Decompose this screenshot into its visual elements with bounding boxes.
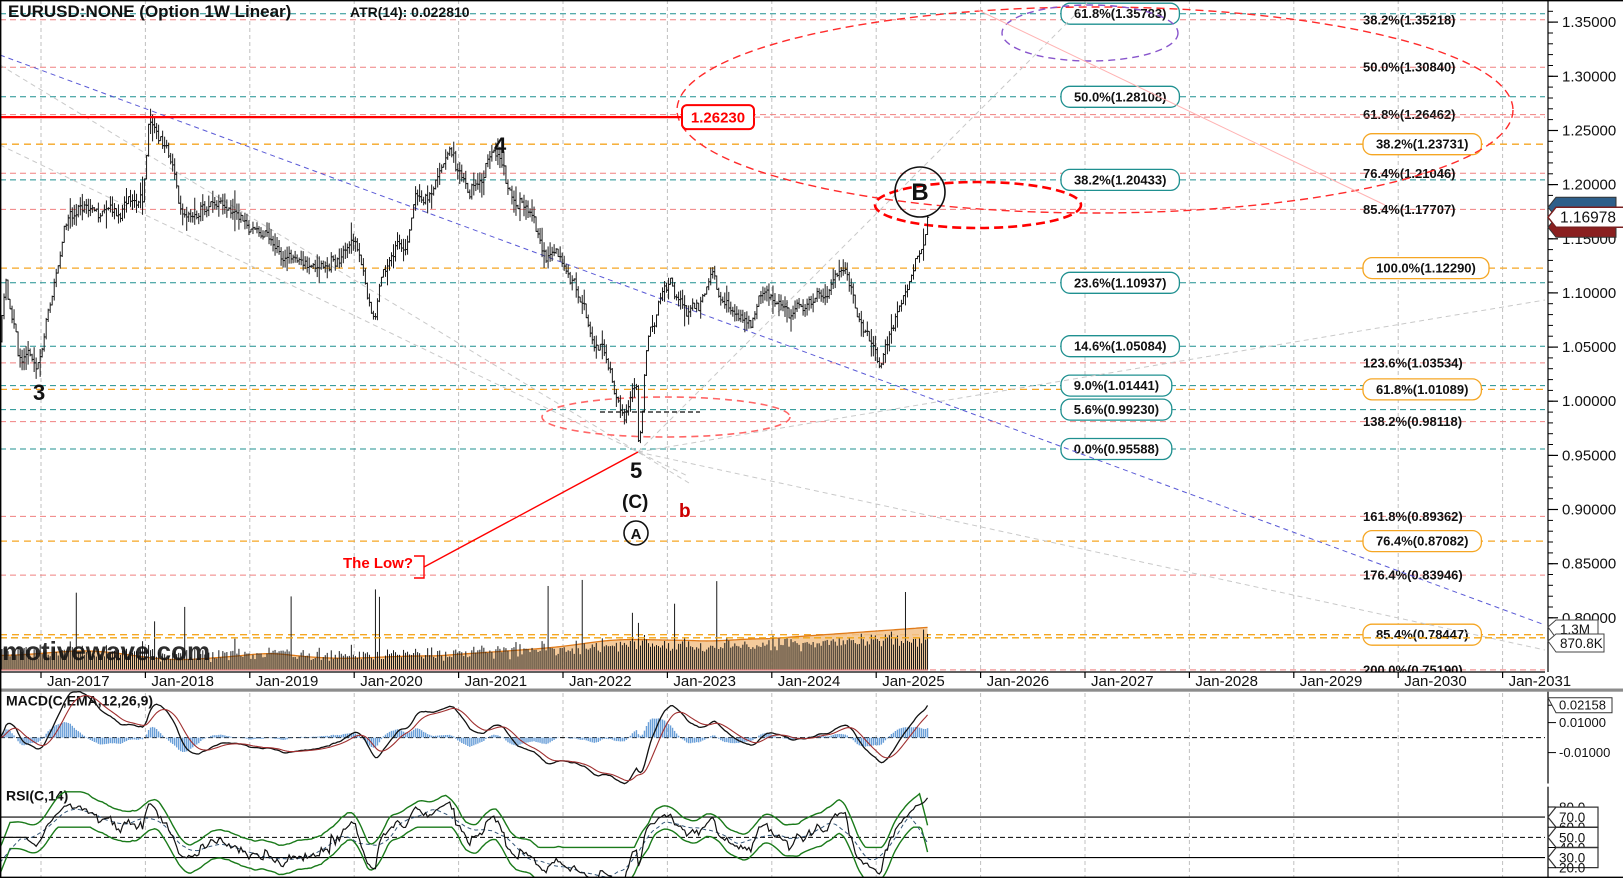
svg-text:38.2%(1.35218): 38.2%(1.35218) (1363, 12, 1456, 27)
svg-text:61.8%(1.26462): 61.8%(1.26462) (1363, 107, 1456, 122)
svg-text:123.6%(1.03534): 123.6%(1.03534) (1363, 355, 1463, 370)
svg-text:9.0%(1.01441): 9.0%(1.01441) (1074, 378, 1159, 393)
svg-text:Jan-2022: Jan-2022 (569, 673, 632, 690)
svg-text:85.4%(1.17707): 85.4%(1.17707) (1363, 202, 1456, 217)
svg-text:Jan-2017: Jan-2017 (47, 673, 110, 690)
svg-text:motivewave.com: motivewave.com (2, 636, 210, 666)
svg-text:Jan-2024: Jan-2024 (778, 673, 841, 690)
svg-text:EURUSD:NONE (Option 1W Linear): EURUSD:NONE (Option 1W Linear) (8, 2, 291, 21)
svg-text:The Low?: The Low? (343, 555, 413, 572)
svg-text:38.2%(1.20433): 38.2%(1.20433) (1074, 172, 1167, 187)
svg-text:0.90000: 0.90000 (1562, 502, 1616, 519)
svg-text:1.05000: 1.05000 (1562, 339, 1616, 356)
svg-text:Jan-2026: Jan-2026 (987, 673, 1050, 690)
svg-text:(C): (C) (622, 492, 648, 513)
svg-text:-0.01000: -0.01000 (1559, 745, 1610, 760)
svg-text:Jan-2020: Jan-2020 (360, 673, 423, 690)
svg-text:Jan-2019: Jan-2019 (256, 673, 319, 690)
svg-text:0.02158: 0.02158 (1559, 698, 1606, 713)
svg-text:85.4%(0.78447): 85.4%(0.78447) (1376, 627, 1469, 642)
svg-text:0.85000: 0.85000 (1562, 556, 1616, 573)
svg-text:B: B (911, 179, 928, 206)
svg-text:20.0: 20.0 (1559, 861, 1585, 876)
svg-text:23.6%(1.10937): 23.6%(1.10937) (1074, 275, 1167, 290)
svg-text:0.0%(0.95588): 0.0%(0.95588) (1074, 442, 1159, 457)
svg-text:176.4%(0.83946): 176.4%(0.83946) (1363, 568, 1463, 583)
svg-text:1.26230: 1.26230 (691, 110, 745, 127)
svg-text:5.6%(0.99230): 5.6%(0.99230) (1074, 402, 1159, 417)
svg-text:5: 5 (630, 458, 642, 483)
svg-text:38.2%(1.23731): 38.2%(1.23731) (1376, 137, 1469, 152)
svg-text:50.0%(1.30840): 50.0%(1.30840) (1363, 60, 1456, 75)
svg-text:1.00000: 1.00000 (1562, 393, 1616, 410)
svg-text:ATR(14): 0.022810: ATR(14): 0.022810 (350, 4, 470, 20)
svg-text:A: A (631, 526, 642, 543)
svg-text:3: 3 (33, 380, 45, 405)
svg-text:870.8K: 870.8K (1560, 636, 1603, 651)
svg-text:MACD(C,EMA,12,26,9): MACD(C,EMA,12,26,9) (6, 693, 153, 709)
svg-text:1.10000: 1.10000 (1562, 285, 1616, 302)
svg-text:Jan-2021: Jan-2021 (465, 673, 528, 690)
svg-text:138.2%(0.98118): 138.2%(0.98118) (1363, 414, 1462, 429)
svg-text:1.35000: 1.35000 (1562, 14, 1616, 31)
svg-text:1.16978: 1.16978 (1560, 209, 1616, 226)
svg-text:14.6%(1.05084): 14.6%(1.05084) (1074, 339, 1167, 354)
svg-text:Jan-2018: Jan-2018 (151, 673, 214, 690)
svg-text:76.4%(0.87082): 76.4%(0.87082) (1376, 534, 1469, 549)
svg-text:1.25000: 1.25000 (1562, 123, 1616, 140)
svg-text:100.0%(1.12290): 100.0%(1.12290) (1376, 261, 1476, 276)
svg-text:1.20000: 1.20000 (1562, 177, 1616, 194)
svg-text:Jan-2028: Jan-2028 (1195, 673, 1258, 690)
svg-text:Jan-2029: Jan-2029 (1300, 673, 1363, 690)
svg-text:50.0%(1.28108): 50.0%(1.28108) (1074, 89, 1167, 104)
svg-text:Jan-2030: Jan-2030 (1404, 673, 1467, 690)
svg-text:161.8%(0.89362): 161.8%(0.89362) (1363, 509, 1463, 524)
svg-text:1.30000: 1.30000 (1562, 68, 1616, 85)
svg-text:Jan-2027: Jan-2027 (1091, 673, 1154, 690)
svg-text:Jan-2025: Jan-2025 (882, 673, 945, 690)
svg-text:4: 4 (494, 133, 507, 158)
svg-text:0.95000: 0.95000 (1562, 447, 1616, 464)
svg-text:Jan-2023: Jan-2023 (673, 673, 736, 690)
svg-text:0.01000: 0.01000 (1559, 715, 1606, 730)
svg-text:b: b (679, 501, 691, 522)
svg-text:61.8%(1.01089): 61.8%(1.01089) (1376, 382, 1469, 397)
svg-text:Jan-2031: Jan-2031 (1509, 673, 1572, 690)
